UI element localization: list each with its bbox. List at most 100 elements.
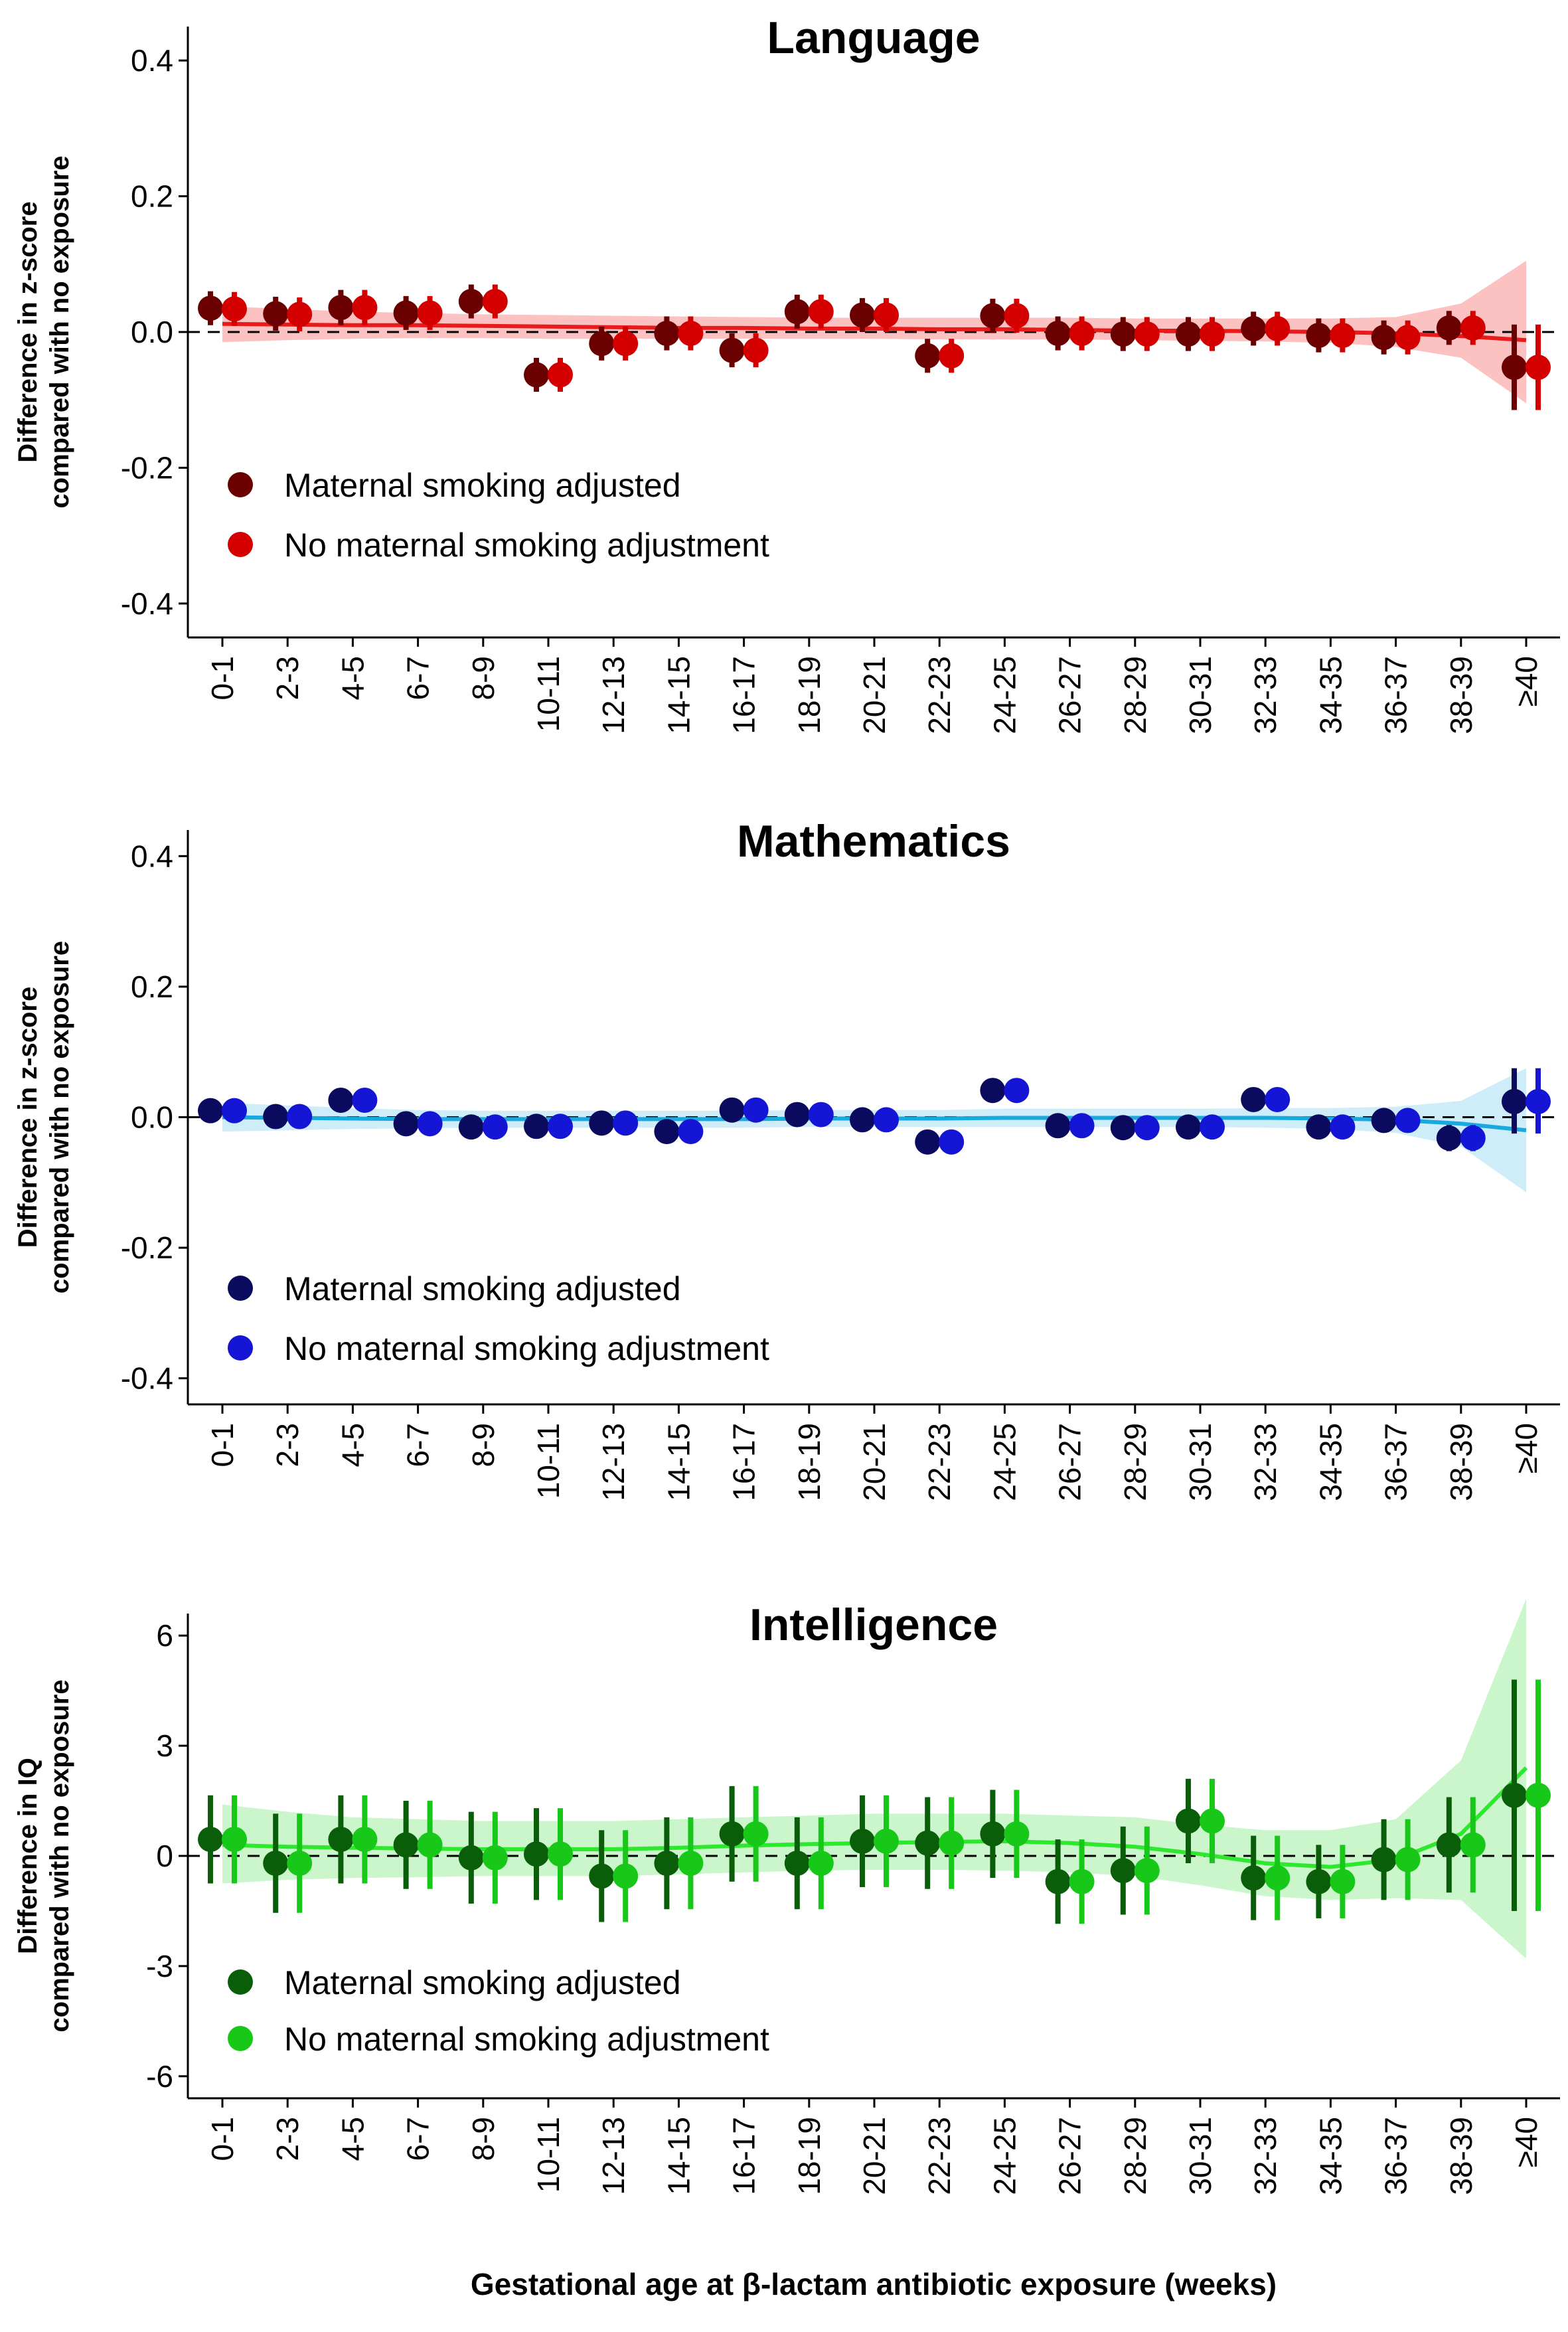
x-tick-label: 12-13	[596, 2117, 631, 2195]
x-tick-label: 16-17	[727, 2117, 761, 2195]
data-point	[198, 295, 223, 321]
data-point	[393, 300, 419, 326]
data-point	[915, 343, 941, 369]
data-point	[1526, 355, 1551, 380]
x-tick-label: ≥40	[1509, 2117, 1543, 2167]
chart-title: Language	[767, 13, 980, 63]
x-tick-label: 30-31	[1183, 656, 1217, 734]
data-point	[1395, 1108, 1421, 1133]
data-point	[1110, 1115, 1136, 1141]
x-tick-label: 8-9	[466, 656, 501, 700]
chart-panel-1: 0.4 0.2 0.0 -0.2 -0.4 0-1 2-3 4-5 6-7 8-9 10-11 12-…	[13, 816, 1560, 1501]
legend-label: Maternal smoking adjusted	[284, 1270, 681, 1307]
data-point	[1176, 1114, 1201, 1140]
data-point	[482, 1845, 508, 1871]
data-point	[1330, 1114, 1356, 1140]
data-point	[1306, 1869, 1332, 1894]
x-tick-label: 8-9	[466, 2117, 501, 2161]
data-point	[524, 1841, 549, 1867]
x-tick-label: 32-33	[1248, 1423, 1283, 1501]
y-tick-label: 6	[156, 1618, 173, 1653]
data-point	[1200, 321, 1225, 347]
y-tick-label: -0.2	[121, 450, 173, 485]
x-tick-label: 4-5	[335, 1423, 370, 1467]
data-point	[222, 1098, 247, 1124]
data-point	[287, 1851, 313, 1876]
data-point	[1241, 1865, 1267, 1891]
x-tick-label: 34-35	[1313, 656, 1348, 734]
data-point	[743, 1097, 769, 1123]
x-tick-label: 6-7	[401, 1423, 435, 1467]
data-point	[874, 1828, 899, 1854]
legend-marker	[228, 1335, 253, 1361]
data-point	[222, 1827, 247, 1853]
x-tick-label: 34-35	[1313, 2117, 1348, 2195]
chart-panel-0: 0.4 0.2 0.0 -0.2 -0.4 0-1 2-3 4-5 6-7 8-9 10-11 12-…	[13, 13, 1560, 734]
data-point	[263, 1104, 289, 1129]
data-point	[1200, 1808, 1225, 1834]
data-point	[1176, 1808, 1201, 1834]
data-point	[1460, 1125, 1486, 1151]
data-point	[458, 1114, 484, 1140]
data-point	[1265, 1086, 1291, 1112]
legend-marker	[228, 532, 253, 557]
data-point	[1045, 321, 1071, 347]
x-tick-label: 0-1	[205, 1423, 240, 1467]
x-tick-label: 22-23	[922, 1423, 957, 1501]
x-axis-label: Gestational age at β-lactam antibiotic e…	[471, 2267, 1277, 2301]
y-tick-label: 0.4	[131, 43, 173, 78]
chart-panel-2: 6 3 0 -3 -6 0-1 2-3 4-5 6-7 8-9 10-11 12-13 14-15 16-…	[13, 1598, 1560, 2195]
y-tick-label: -0.4	[121, 1361, 173, 1396]
chart-title: Mathematics	[737, 816, 1010, 867]
y-tick-label: -0.2	[121, 1230, 173, 1265]
data-point	[1134, 321, 1160, 347]
x-tick-label: 36-37	[1379, 656, 1413, 734]
y-axis-label: Difference in z-score	[13, 201, 42, 462]
data-point	[393, 1111, 419, 1137]
data-point	[719, 1821, 745, 1847]
x-tick-label: 38-39	[1444, 656, 1478, 734]
data-point	[589, 331, 615, 357]
data-point	[1306, 323, 1332, 349]
x-tick-label: 20-21	[857, 2117, 892, 2195]
data-point	[1371, 1108, 1397, 1133]
data-point	[1436, 1125, 1462, 1151]
data-point	[417, 1832, 443, 1858]
data-point	[719, 337, 745, 363]
data-point	[1371, 1847, 1397, 1873]
data-point	[1502, 1088, 1527, 1114]
data-point	[1306, 1114, 1332, 1140]
x-tick-label: 12-13	[596, 656, 631, 734]
x-tick-label: 30-31	[1183, 1423, 1217, 1501]
x-tick-label: 2-3	[270, 1423, 305, 1467]
data-point	[784, 299, 810, 325]
x-tick-label: 38-39	[1444, 2117, 1478, 2195]
data-point	[548, 362, 573, 388]
data-point	[1069, 321, 1095, 347]
y-tick-label: 0.2	[131, 179, 173, 214]
legend-label: No maternal smoking adjustment	[284, 1330, 769, 1367]
x-tick-label: 34-35	[1313, 1423, 1348, 1501]
x-tick-label: 6-7	[401, 2117, 435, 2161]
y-tick-label: 0	[156, 1839, 173, 1873]
x-tick-label: 10-11	[531, 2117, 566, 2193]
x-tick-label: 4-5	[335, 2117, 370, 2161]
data-point	[524, 362, 549, 388]
x-tick-label: 26-27	[1053, 656, 1087, 734]
x-tick-label: 26-27	[1053, 2117, 1087, 2195]
legend-marker	[228, 2026, 253, 2051]
x-tick-label: 24-25	[987, 656, 1022, 734]
data-point	[1110, 321, 1136, 347]
data-point	[743, 1821, 769, 1847]
data-point	[548, 1841, 573, 1867]
data-point	[1460, 315, 1486, 341]
x-tick-label: 38-39	[1444, 1423, 1478, 1501]
x-tick-label: 2-3	[270, 656, 305, 700]
data-point	[939, 1129, 965, 1155]
y-axis-label: compared with no exposure	[45, 941, 74, 1293]
confidence-band	[222, 1598, 1526, 1959]
legend-marker	[228, 1969, 253, 1995]
data-point	[287, 301, 313, 327]
data-point	[1069, 1869, 1095, 1894]
